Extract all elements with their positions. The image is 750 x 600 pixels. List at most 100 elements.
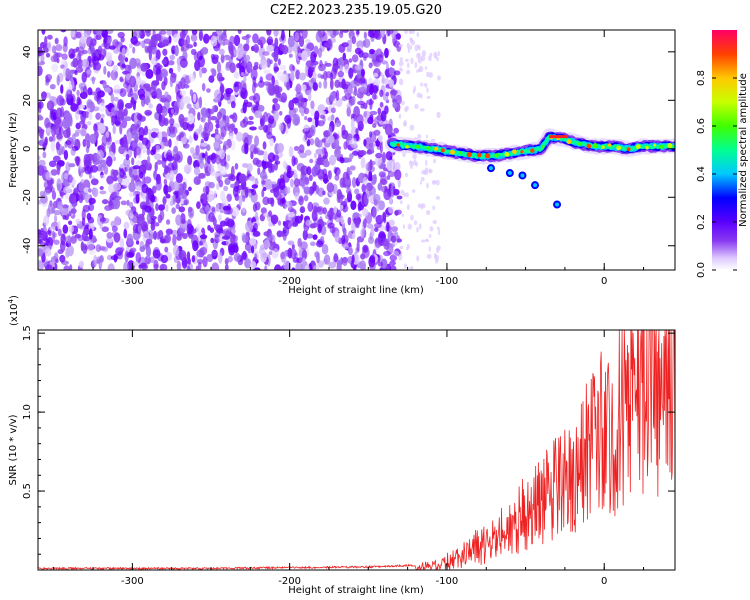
noise-dot xyxy=(266,30,272,36)
noise-dot xyxy=(251,189,257,196)
noise-dot xyxy=(273,66,280,72)
noise-dot xyxy=(242,250,247,260)
noise-dot xyxy=(286,164,291,171)
noise-dot xyxy=(70,30,76,38)
signal-hotspot xyxy=(440,148,445,153)
noise-dot xyxy=(351,177,357,188)
noise-dot xyxy=(342,30,349,33)
noise-dot xyxy=(342,52,347,61)
noise-dot xyxy=(437,75,441,81)
spectrogram-image xyxy=(38,30,675,270)
noise-dot xyxy=(173,180,180,192)
noise-dot xyxy=(43,189,51,195)
noise-dot xyxy=(390,59,396,67)
noise-dot xyxy=(123,134,128,143)
noise-dot xyxy=(388,67,394,76)
noise-dot xyxy=(75,31,82,39)
noise-dot xyxy=(410,214,414,221)
noise-dot xyxy=(196,223,201,234)
noise-dot xyxy=(426,182,429,189)
noise-dot xyxy=(135,251,142,264)
noise-dot xyxy=(377,134,383,142)
noise-dot xyxy=(309,124,316,137)
noise-dot xyxy=(361,183,367,193)
noise-dot xyxy=(419,108,425,112)
noise-dot xyxy=(379,142,383,154)
noise-dot xyxy=(408,30,412,34)
noise-dot xyxy=(158,30,167,35)
spectrogram-x-ticks: -300 -200 -100 0 xyxy=(53,30,645,287)
noise-dot xyxy=(251,184,259,189)
noise-dot xyxy=(307,67,314,78)
noise-dot xyxy=(275,160,281,165)
noise-dot xyxy=(105,131,110,138)
noise-dot xyxy=(421,203,426,209)
noise-dot xyxy=(377,261,384,267)
noise-dot xyxy=(252,92,261,104)
noise-dot xyxy=(144,162,152,171)
noise-dot xyxy=(404,172,409,178)
noise-dot xyxy=(281,73,289,83)
noise-dot xyxy=(75,66,84,73)
noise-dot xyxy=(95,34,102,41)
noise-dot xyxy=(436,57,439,62)
noise-dot xyxy=(289,178,295,188)
noise-dot xyxy=(78,104,85,110)
signal-hotspot xyxy=(504,151,510,157)
noise-dot xyxy=(288,146,294,158)
noise-dot xyxy=(349,153,354,160)
signal-hotspot xyxy=(601,145,605,150)
y-tick-label: 1.5 xyxy=(22,325,33,341)
noise-dot xyxy=(233,127,238,135)
noise-dot xyxy=(112,125,116,135)
noise-dot xyxy=(388,243,396,248)
noise-dot xyxy=(78,168,84,178)
noise-dot xyxy=(88,188,92,193)
noise-dot xyxy=(180,46,185,52)
noise-dot xyxy=(386,265,391,270)
colorbar-tick-label: 0.6 xyxy=(696,118,707,134)
noise-dot xyxy=(399,66,402,71)
noise-dot xyxy=(353,218,361,226)
noise-dot xyxy=(322,155,328,160)
noise-dot xyxy=(224,258,229,265)
noise-dot xyxy=(350,200,357,211)
noise-dot xyxy=(56,74,60,86)
noise-dot xyxy=(278,122,284,132)
noise-dot xyxy=(46,100,55,111)
noise-dot xyxy=(171,126,178,135)
noise-dot xyxy=(229,35,235,45)
y-tick-label: -40 xyxy=(22,238,33,254)
noise-dot xyxy=(156,231,160,240)
noise-dot xyxy=(334,148,339,155)
noise-dot xyxy=(103,165,109,175)
noise-dot xyxy=(333,206,338,214)
noise-dot xyxy=(114,216,121,226)
noise-dot xyxy=(272,102,281,111)
noise-dot xyxy=(341,78,346,90)
noise-dot xyxy=(341,42,349,48)
noise-dot xyxy=(433,158,437,164)
noise-dot xyxy=(123,261,130,270)
noise-dot xyxy=(90,178,99,186)
noise-dot xyxy=(270,197,275,207)
noise-dot xyxy=(399,200,403,204)
noise-dot xyxy=(277,58,281,66)
noise-dot xyxy=(51,230,56,243)
noise-dot xyxy=(161,72,167,79)
noise-dot xyxy=(125,209,134,217)
colorbar-tick-label: 0.4 xyxy=(696,166,707,182)
noise-dot xyxy=(172,234,177,246)
noise-dot xyxy=(187,206,193,213)
noise-dot xyxy=(425,134,428,139)
noise-dot xyxy=(410,57,414,65)
noise-dot xyxy=(210,68,216,73)
noise-dot xyxy=(347,217,352,226)
snr-x-label: Height of straight line (km) xyxy=(288,585,424,596)
noise-dot xyxy=(421,50,427,57)
noise-dot xyxy=(149,256,155,264)
noise-dot xyxy=(254,253,258,263)
noise-dot xyxy=(340,219,344,225)
noise-dot xyxy=(401,213,405,217)
